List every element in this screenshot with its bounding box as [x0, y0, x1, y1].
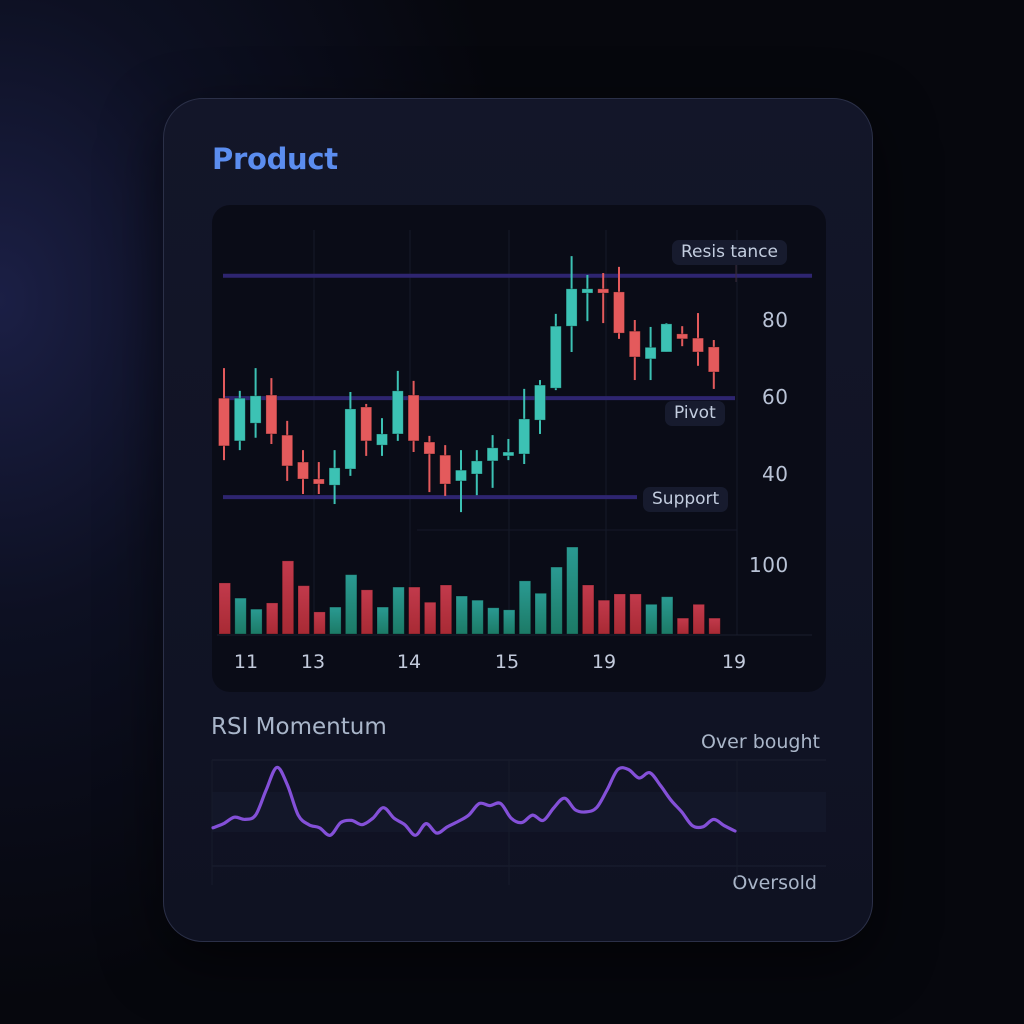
y-tick-80: 80	[762, 308, 789, 332]
volume-bar-up	[471, 599, 484, 635]
volume-bar-up	[645, 603, 658, 635]
volume-bar-down	[266, 602, 279, 635]
volume-bar-down	[708, 617, 721, 635]
candle-up	[549, 325, 562, 389]
price-chart-panel[interactable]	[212, 205, 826, 692]
candle-up	[502, 451, 515, 457]
x-tick: 15	[494, 651, 520, 673]
candle-up	[249, 395, 262, 424]
volume-bar-up	[487, 607, 500, 635]
volume-bar-down	[423, 601, 437, 635]
overbought-label: Over bought	[700, 731, 820, 753]
x-tick: 19	[721, 651, 747, 673]
volume-bar-up	[534, 592, 547, 635]
volume-bar-down	[629, 593, 642, 635]
candle-down	[597, 288, 610, 294]
candle-up	[233, 397, 246, 442]
candle-up	[565, 288, 578, 327]
candle-down	[692, 337, 704, 353]
x-tick: 14	[396, 651, 422, 673]
volume-bar-down	[281, 560, 295, 635]
volume-bar-down	[313, 611, 326, 635]
candle-down	[439, 454, 452, 485]
candle-up	[391, 390, 404, 435]
volume-bar-up	[550, 566, 563, 635]
candle-down	[297, 461, 309, 480]
volume-bar-up	[376, 606, 389, 635]
pivot-label: Pivot	[665, 401, 725, 426]
volume-bar-down	[439, 584, 453, 635]
candle-down	[360, 406, 373, 442]
volume-bar-up	[502, 609, 516, 635]
volume-bar-down	[597, 599, 611, 635]
candle-down	[407, 394, 420, 442]
volume-tick-100: 100	[749, 553, 789, 577]
candle-up	[534, 384, 546, 421]
x-tick: 19	[591, 651, 617, 673]
volume-bar-down	[360, 589, 374, 635]
volume-bar-up	[566, 546, 579, 635]
candlestick-chart[interactable]	[212, 205, 826, 692]
support-label: Support	[643, 487, 729, 512]
volume-bar-down	[408, 586, 421, 635]
oversold-label: Oversold	[732, 872, 817, 894]
volume-bar-down	[218, 582, 231, 635]
resistance-label: Resis tance	[672, 240, 788, 265]
candle-down	[265, 394, 278, 435]
candle-up	[376, 433, 388, 446]
volume-bar-down	[297, 585, 310, 635]
candle-down	[707, 346, 720, 373]
candle-down	[281, 434, 294, 467]
x-tick: 11	[233, 651, 259, 673]
volume-bar-down	[581, 584, 595, 635]
candle-down	[613, 291, 625, 334]
volume-bar-up	[329, 606, 342, 635]
volume-bar-down	[692, 603, 705, 635]
candle-down	[676, 333, 689, 340]
candle-up	[644, 346, 657, 360]
volume-bar-down	[676, 617, 690, 635]
rsi-title: RSI Momentum	[211, 714, 387, 740]
candle-up	[486, 447, 499, 462]
candle-up	[470, 460, 483, 475]
y-tick-60: 60	[762, 385, 789, 409]
y-tick-40: 40	[762, 462, 789, 486]
volume-bar-up	[250, 608, 263, 635]
volume-bar-down	[613, 593, 626, 635]
candle-down	[218, 397, 230, 447]
candle-up	[455, 469, 467, 482]
volume-bar-up	[518, 580, 532, 635]
candle-up	[518, 418, 531, 455]
candle-up	[660, 323, 673, 353]
volume-bar-up	[455, 595, 468, 635]
candle-down	[628, 330, 641, 358]
volume-bar-up	[392, 586, 405, 635]
card-title: Product	[212, 142, 338, 176]
candle-up	[344, 408, 357, 470]
volume-bar-up	[344, 574, 358, 635]
volume-bar-up	[234, 597, 247, 635]
candle-down	[423, 441, 436, 455]
candle-down	[312, 478, 325, 485]
candle-up	[581, 288, 594, 294]
candle-up	[328, 467, 341, 486]
x-tick: 13	[300, 651, 326, 673]
volume-bar-up	[660, 596, 674, 635]
